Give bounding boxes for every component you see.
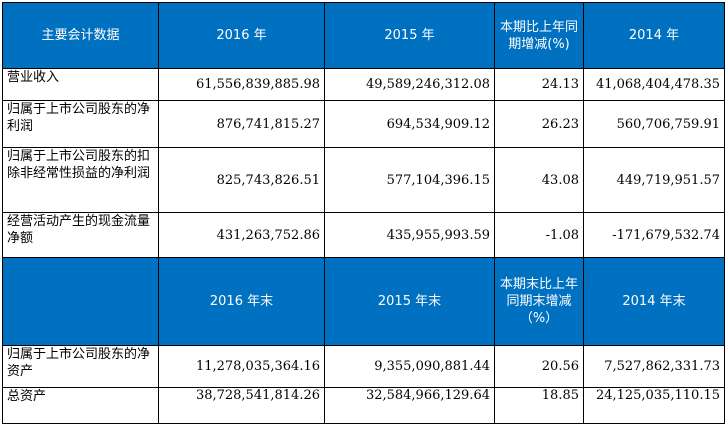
value-2016: 876,741,815.27 [158,100,325,148]
header-2016: 2016 年 [158,2,325,69]
value-2014: 449,719,951.57 [583,147,725,213]
value-2015: 9,355,090,881.44 [324,345,495,388]
header-change: 本期比上年同期增减(%) [494,2,584,69]
value-change: 24.13 [494,68,584,101]
value-2014: -171,679,532.74 [583,212,725,258]
value-2016: 38,728,541,814.26 [158,387,325,424]
header-2014-end: 2014 年末 [583,257,725,346]
value-2014: 7,527,862,331.73 [583,345,725,388]
row-label: 归属于上市公司股东的扣除非经常性损益的净利润 [2,147,159,213]
table-row: 总资产 38,728,541,814.26 32,584,966,129.64 … [2,387,725,424]
value-2016: 431,263,752.86 [158,212,325,258]
row-label: 营业收入 [2,68,159,101]
header-row-1: 主要会计数据 2016 年 2015 年 本期比上年同期增减(%) 2014 年 [2,2,725,69]
table-row: 营业收入 61,556,839,885.98 49,589,246,312.08… [2,68,725,101]
value-change: 18.85 [494,387,584,424]
value-change: 43.08 [494,147,584,213]
value-2014: 560,706,759.91 [583,100,725,148]
value-2016: 825,743,826.51 [158,147,325,213]
value-2014: 24,125,035,110.15 [583,387,725,424]
table-row: 经营活动产生的现金流量净额 431,263,752.86 435,955,993… [2,212,725,258]
value-change: 26.23 [494,100,584,148]
header-2014: 2014 年 [583,2,725,69]
value-2015: 577,104,396.15 [324,147,495,213]
header-2015: 2015 年 [324,2,495,69]
header-row-2: 2016 年末 2015 年末 本期末比上年同期末增减（%） 2014 年末 [2,257,725,346]
row-label: 归属于上市公司股东的净利润 [2,100,159,148]
header-blank [2,257,159,346]
header-2016-end: 2016 年末 [158,257,325,346]
value-2015: 49,589,246,312.08 [324,68,495,101]
value-2016: 61,556,839,885.98 [158,68,325,101]
row-label: 经营活动产生的现金流量净额 [2,212,159,258]
financial-data-table: 主要会计数据 2016 年 2015 年 本期比上年同期增减(%) 2014 年… [2,2,725,424]
value-2015: 694,534,909.12 [324,100,495,148]
table-row: 归属于上市公司股东的净资产 11,278,035,364.16 9,355,09… [2,345,725,388]
value-2016: 11,278,035,364.16 [158,345,325,388]
row-label: 归属于上市公司股东的净资产 [2,345,159,388]
value-2015: 32,584,966,129.64 [324,387,495,424]
value-change: 20.56 [494,345,584,388]
header-change-end: 本期末比上年同期末增减（%） [494,257,584,346]
row-label: 总资产 [2,387,159,424]
value-change: -1.08 [494,212,584,258]
value-2014: 41,068,404,478.35 [583,68,725,101]
header-main-data: 主要会计数据 [2,2,159,69]
header-2015-end: 2015 年末 [324,257,495,346]
table-row: 归属于上市公司股东的扣除非经常性损益的净利润 825,743,826.51 57… [2,147,725,213]
table-row: 归属于上市公司股东的净利润 876,741,815.27 694,534,909… [2,100,725,148]
value-2015: 435,955,993.59 [324,212,495,258]
